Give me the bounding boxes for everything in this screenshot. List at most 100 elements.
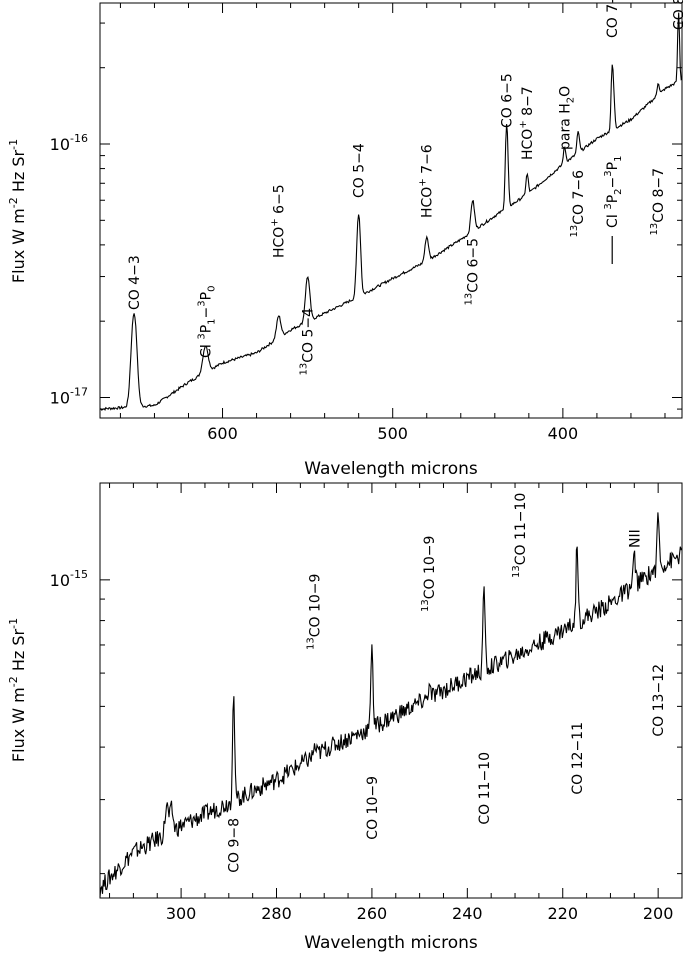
label-part: CO 5−4	[301, 308, 317, 363]
label-part: CI	[199, 340, 215, 358]
x-tick-label: 500	[377, 424, 408, 443]
label-part: 13	[299, 363, 310, 376]
line-label-text: CO 4−3	[127, 255, 143, 310]
line-label: CO 4−3	[127, 255, 143, 310]
y-tick-base: 10	[50, 388, 70, 407]
y-tick-base: 10	[50, 135, 70, 154]
bottom-y-ticks: 10-15	[50, 568, 682, 875]
label-part: 6−5	[272, 184, 288, 218]
line-label-text: 13CO 6−5	[464, 238, 482, 306]
line-label: CO 6−5	[500, 73, 516, 128]
line-label-text: CO 13−12	[651, 664, 667, 737]
label-part: CO 7−6	[571, 170, 587, 225]
label-part: CO 8−7	[651, 168, 667, 223]
line-label: CI 3P1−3P0	[197, 286, 218, 359]
line-label: CO 10−9	[365, 776, 381, 840]
line-label: CO 9−8	[227, 818, 243, 873]
top-y-axis-title: Flux W m-2 Hz Sr-1	[7, 139, 28, 283]
line-label-text: para H2O	[558, 86, 577, 150]
x-tick-label: 280	[261, 904, 292, 923]
top-ylabel-flux: Flux W m	[9, 208, 28, 283]
bottom-ylabel-exp1: -2	[7, 676, 20, 687]
label-part: CO 4−3	[127, 255, 143, 310]
top-ylabel-exp1: -2	[7, 197, 20, 208]
label-part: CO 12−11	[570, 722, 586, 795]
label-part: CO 9−8	[227, 818, 243, 873]
label-part: 13	[569, 225, 580, 238]
top-spectrum-line	[99, 12, 683, 412]
label-part: −	[199, 307, 215, 319]
label-part: 13	[420, 599, 431, 612]
line-label-text: 13CO 7−6	[569, 170, 587, 238]
label-part: CO 11−10	[477, 752, 493, 825]
line-label-text: NII	[627, 529, 643, 548]
line-label-text: HCO+ 7−6	[418, 144, 436, 218]
label-part: 3	[197, 333, 208, 339]
label-part: CO 11−10	[513, 493, 529, 566]
line-label: CO 11−10	[477, 752, 493, 825]
line-label: 13CO 7−6	[569, 170, 587, 238]
line-label: 13CO 6−5	[464, 238, 482, 306]
line-label: para H2O	[558, 86, 577, 150]
x-tick-label: 600	[207, 424, 238, 443]
label-part: CO 8−7	[672, 0, 683, 30]
bottom-plot-frame	[99, 482, 683, 899]
label-part: 13	[464, 293, 475, 306]
y-tick-base: 10	[50, 571, 70, 590]
y-tick-exponent: -16	[70, 132, 88, 145]
line-label: 13CO 8−7	[649, 168, 667, 236]
label-part: P	[199, 292, 215, 300]
line-label-text: 13CO 11−10	[511, 493, 529, 578]
label-part: −	[605, 177, 621, 189]
bottom-x-ticks: 300 280 260 240 220 200	[109, 483, 683, 923]
line-label: HCO+ 8−7	[518, 86, 536, 160]
top-x-axis-title: Wavelength microns	[304, 459, 478, 479]
label-part: HCO	[272, 227, 288, 258]
label-part: CO 10−9	[308, 574, 324, 638]
bottom-ylabel-hz: Hz Sr	[9, 628, 28, 676]
label-part: para H	[558, 103, 574, 150]
line-label-text: CO 8−7	[672, 0, 683, 30]
label-part: O	[558, 86, 574, 97]
label-part: 13	[306, 637, 317, 650]
bottom-spectrum-line	[99, 512, 683, 898]
line-label-text: CO 6−5	[500, 73, 516, 128]
label-part: CO 6−5	[500, 73, 516, 128]
top-plot-frame	[99, 2, 683, 419]
line-label-text: CO 11−10	[477, 752, 493, 825]
line-label-text: CI 3P1−3P0	[197, 286, 218, 359]
label-part: 3	[603, 203, 614, 209]
label-part: CO 6−5	[466, 238, 482, 293]
label-part: HCO	[520, 129, 536, 160]
x-tick-label: 220	[547, 904, 578, 923]
line-label: CO 13−12	[651, 664, 667, 737]
line-label-text: CO 9−8	[227, 818, 243, 873]
label-part: NII	[627, 529, 643, 548]
line-label-text: HCO+ 6−5	[270, 184, 288, 258]
label-part: 1	[207, 318, 218, 324]
line-label-text: 13CO 10−9	[306, 574, 324, 650]
line-label: CO 8−7	[672, 0, 683, 30]
line-label-text: CI 3P2−3P1	[603, 156, 624, 229]
label-part: P	[605, 195, 621, 203]
label-part: 3	[197, 300, 208, 306]
label-part: 3	[603, 170, 614, 176]
line-label: NII	[627, 529, 643, 548]
bottom-ylabel-flux: Flux W m	[9, 687, 28, 762]
label-part: 0	[207, 286, 218, 292]
label-part: CO 10−9	[365, 776, 381, 840]
line-label: CO 5−4	[352, 143, 368, 198]
top-x-ticks: 600 500 400	[119, 3, 666, 443]
label-part: P	[605, 162, 621, 170]
line-label: CO 7−6	[605, 0, 621, 38]
label-part: 2	[613, 188, 624, 194]
y-tick-label: 10-15	[50, 568, 88, 590]
line-label-text: CO 10−9	[365, 776, 381, 840]
line-label-text: CO 5−4	[352, 143, 368, 198]
label-part: 13	[649, 223, 660, 236]
line-label: HCO+ 6−5	[270, 184, 288, 258]
label-part: +	[270, 218, 281, 226]
